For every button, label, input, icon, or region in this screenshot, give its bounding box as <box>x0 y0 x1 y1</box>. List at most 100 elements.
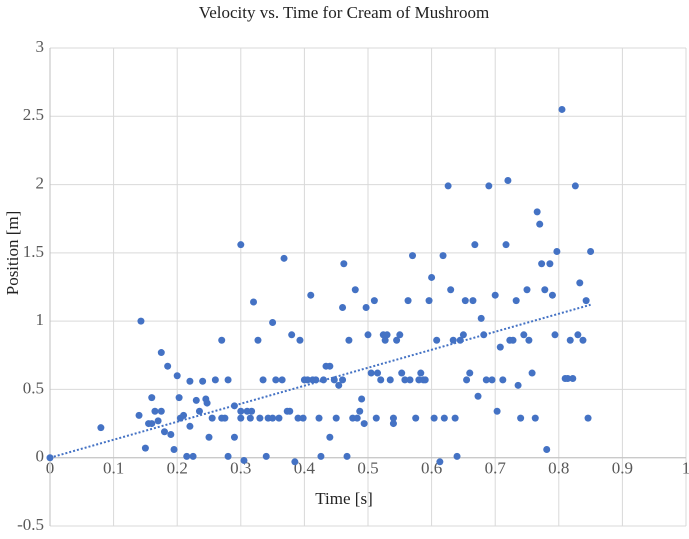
point <box>343 452 351 460</box>
point <box>504 176 512 184</box>
point <box>447 286 455 294</box>
point <box>386 376 394 384</box>
point <box>433 336 441 344</box>
point <box>377 376 385 384</box>
x-tick-label: 0.2 <box>167 459 188 478</box>
point <box>157 349 165 357</box>
y-tick-label: 2 <box>36 173 45 192</box>
point <box>224 376 232 384</box>
point <box>488 376 496 384</box>
point <box>569 375 577 383</box>
y-tick-label: 2.5 <box>23 105 44 124</box>
x-tick-label: 0.5 <box>357 459 378 478</box>
point <box>360 420 368 428</box>
point <box>576 279 584 287</box>
point <box>317 452 325 460</box>
point <box>246 414 254 422</box>
point <box>579 336 587 344</box>
point <box>509 336 517 344</box>
point <box>425 297 433 305</box>
point <box>269 319 277 327</box>
point <box>192 396 200 404</box>
point <box>469 297 477 305</box>
point <box>315 414 323 422</box>
point <box>499 376 507 384</box>
point <box>237 241 245 249</box>
point <box>474 392 482 400</box>
point <box>340 260 348 268</box>
point <box>195 407 203 415</box>
point <box>398 369 406 377</box>
point <box>367 369 375 377</box>
point <box>571 182 579 190</box>
point <box>520 331 528 339</box>
point <box>304 376 312 384</box>
point <box>167 430 175 438</box>
point <box>370 297 378 305</box>
point <box>148 394 156 402</box>
point <box>203 399 211 407</box>
point <box>211 376 219 384</box>
point <box>461 297 469 305</box>
point <box>439 252 447 260</box>
point <box>512 297 520 305</box>
point <box>183 452 191 460</box>
point <box>421 376 429 384</box>
point <box>254 336 262 344</box>
point <box>485 182 493 190</box>
point <box>401 376 409 384</box>
point <box>564 375 572 383</box>
point <box>345 336 353 344</box>
point <box>546 260 554 268</box>
point <box>339 303 347 311</box>
trendline <box>49 303 591 459</box>
point <box>406 376 414 384</box>
point <box>275 414 283 422</box>
point <box>393 336 401 344</box>
point <box>525 336 533 344</box>
point <box>381 336 389 344</box>
point <box>186 422 194 430</box>
point <box>553 247 561 255</box>
point <box>237 414 245 422</box>
point <box>574 331 582 339</box>
point <box>412 414 420 422</box>
point <box>205 433 213 441</box>
point <box>189 452 197 460</box>
point <box>372 414 380 422</box>
point <box>351 286 359 294</box>
point <box>551 331 559 339</box>
point <box>278 376 286 384</box>
point <box>477 314 485 322</box>
point <box>417 369 425 377</box>
point <box>436 458 444 466</box>
point <box>358 395 366 403</box>
point <box>208 414 216 422</box>
point <box>259 376 267 384</box>
point <box>175 394 183 402</box>
point <box>288 331 296 339</box>
point <box>299 414 307 422</box>
chart-title: Velocity vs. Time for Cream of Mushroom <box>199 3 489 22</box>
y-tick-label: 1.5 <box>23 242 44 261</box>
point <box>541 286 549 294</box>
y-axis-label: Position [m] <box>3 211 22 296</box>
point <box>440 414 448 422</box>
point <box>459 331 467 339</box>
point <box>326 362 334 370</box>
point <box>221 414 229 422</box>
point <box>224 452 232 460</box>
x-tick-label: 0.9 <box>612 459 633 478</box>
point <box>502 241 510 249</box>
point <box>97 424 105 432</box>
point <box>256 414 264 422</box>
point <box>280 254 288 262</box>
point <box>453 452 461 460</box>
point <box>558 105 566 113</box>
point <box>482 376 490 384</box>
point <box>383 331 391 339</box>
point <box>339 376 347 384</box>
point <box>170 446 178 454</box>
point <box>173 372 181 380</box>
point <box>335 381 343 389</box>
